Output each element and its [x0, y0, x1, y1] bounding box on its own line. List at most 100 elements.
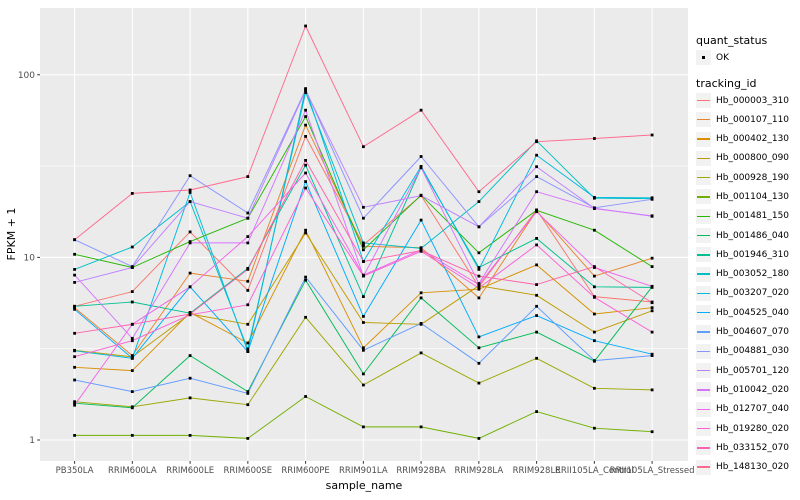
data-point — [73, 331, 76, 335]
data-point — [477, 286, 481, 290]
data-point — [246, 390, 250, 393]
data-point — [188, 174, 192, 178]
legend-label: Hb_001104_130 — [716, 191, 790, 202]
legend-title-quant-status: quant_status — [696, 34, 768, 47]
legend-item: Hb_001946_310 — [696, 247, 800, 263]
legend-line-icon — [697, 447, 710, 449]
legend-line-icon — [697, 331, 710, 333]
data-point — [535, 190, 538, 194]
data-point — [362, 315, 365, 318]
legend-item-ok: OK — [696, 50, 800, 65]
data-point — [650, 309, 654, 313]
x-tick-label: RRIM600SE — [224, 466, 273, 476]
legend-line-icon — [697, 273, 710, 275]
data-point — [593, 265, 596, 268]
data-point — [650, 352, 654, 356]
x-tick-label: RRIM928LE — [513, 466, 561, 476]
legend-line-icon — [697, 196, 710, 198]
legend-label: Hb_148130_020 — [716, 462, 790, 473]
data-point — [188, 188, 192, 192]
data-point — [650, 133, 654, 137]
data-point — [419, 155, 423, 158]
data-point — [130, 266, 134, 269]
legend-item: Hb_000003_310 — [696, 93, 800, 108]
legend-line-icon — [697, 254, 710, 256]
data-point — [73, 355, 76, 359]
data-point — [73, 252, 76, 256]
data-point — [419, 322, 423, 325]
data-point — [304, 171, 307, 175]
data-point — [246, 279, 250, 283]
data-point — [130, 290, 134, 293]
data-point — [304, 135, 307, 138]
data-point — [304, 123, 307, 127]
legend-line-icon — [697, 215, 710, 217]
data-point — [130, 406, 134, 410]
legend-key-swatch — [696, 131, 711, 147]
data-point — [477, 361, 481, 365]
legend-item: Hb_033152_070 — [696, 440, 800, 456]
legend-item: Hb_004525_040 — [696, 305, 800, 321]
legend-label: Hb_000107_110 — [716, 114, 790, 125]
legend-key-swatch — [696, 363, 711, 379]
data-point — [130, 300, 134, 304]
data-point — [477, 225, 481, 229]
data-point — [535, 210, 538, 214]
data-point — [188, 434, 192, 437]
data-point — [593, 274, 596, 278]
plot-layers: 1 10 100 PB350LA RRIM600LA RRIM600LE RRIM600SE… — [18, 8, 694, 476]
data-point — [304, 275, 307, 279]
data-point — [477, 274, 481, 278]
data-point — [535, 165, 538, 169]
data-point — [650, 265, 654, 268]
data-point — [535, 293, 538, 297]
data-point — [362, 295, 365, 298]
data-point — [593, 339, 596, 343]
data-point — [130, 322, 134, 326]
legend-item: Hb_005701_120 — [696, 363, 800, 379]
data-point — [362, 248, 365, 252]
data-point — [188, 271, 192, 275]
data-point — [362, 216, 365, 220]
legend-item: Hb_000402_130 — [696, 131, 800, 147]
legend-label: Hb_000003_310 — [716, 95, 790, 106]
data-point — [130, 337, 134, 340]
legend-key-swatch — [696, 285, 711, 301]
data-point — [246, 350, 250, 353]
data-point — [73, 349, 76, 353]
data-point — [593, 196, 596, 199]
legend-key-swatch — [696, 228, 711, 244]
data-point — [73, 434, 76, 437]
data-point — [246, 341, 250, 345]
data-point — [304, 24, 307, 28]
legend-title-tracking-id: tracking_id — [696, 77, 757, 90]
data-point — [73, 365, 76, 369]
data-point — [650, 256, 654, 260]
data-point — [535, 314, 538, 317]
data-point — [304, 228, 307, 232]
data-point — [73, 281, 76, 284]
data-point — [650, 388, 654, 392]
data-point — [130, 192, 134, 195]
data-point — [188, 376, 192, 380]
legend-label: Hb_004525_040 — [716, 307, 790, 318]
data-point — [477, 251, 481, 255]
data-point — [304, 315, 307, 319]
data-point — [593, 426, 596, 430]
data-point — [535, 356, 538, 360]
legend-label: Hb_019280_020 — [716, 423, 790, 434]
x-tick-label: RRIM928LA — [455, 466, 504, 476]
legend-key-swatch — [696, 440, 711, 456]
legend-label: Hb_003052_180 — [716, 269, 790, 280]
legend-item: Hb_000800_090 — [696, 150, 800, 166]
data-point — [246, 235, 250, 238]
data-point — [650, 306, 654, 310]
data-point — [130, 390, 134, 393]
legend-label: Hb_004607_070 — [716, 327, 790, 338]
legend-key-swatch — [696, 324, 711, 340]
data-point — [246, 322, 250, 326]
legend-item: Hb_012707_040 — [696, 401, 800, 417]
data-point — [535, 263, 538, 267]
legend-item: Hb_001486_040 — [696, 228, 800, 244]
